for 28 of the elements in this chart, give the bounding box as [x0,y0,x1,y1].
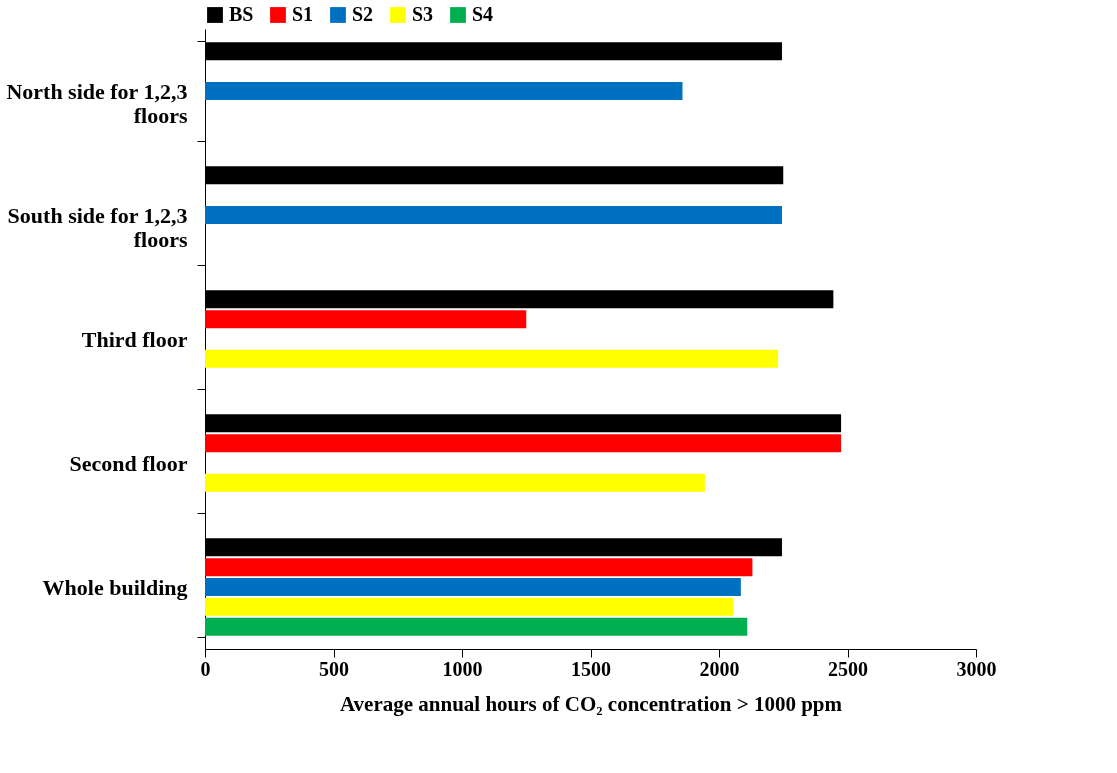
bar [205,206,782,224]
y-tick-label: Second floor [69,450,188,476]
legend-label: S4 [472,3,494,25]
x-tick-label: 2000 [699,657,740,680]
x-tick-label: 0 [200,657,211,680]
bar [205,578,741,596]
bar [205,310,527,329]
bar [205,473,705,492]
bar [205,349,779,368]
x-tick-label: 1500 [571,657,611,680]
y-tick-label: Whole building [42,574,188,600]
x-tick-label: 500 [319,657,349,680]
bar [205,597,734,616]
bar [205,82,683,100]
x-tick-label: 3000 [956,657,997,680]
y-tick-label: North side for 1,2,3 floors [6,78,188,128]
legend-label: S1 [292,3,314,25]
bar [205,434,842,453]
y-tick-label: South side for 1,2,3 floors [7,202,188,252]
legend-label: S3 [412,3,434,25]
x-axis-title: Average annual hours of CO₂ concentration > 1000 ppm [339,691,843,716]
legend-label: BS [229,3,254,25]
x-tick-label: 2500 [828,657,868,680]
bar [205,617,748,636]
y-tick-label: Third floor [81,326,188,352]
legend-label: S2 [352,3,374,25]
bar [205,558,753,577]
x-tick-label: 1000 [442,657,483,680]
